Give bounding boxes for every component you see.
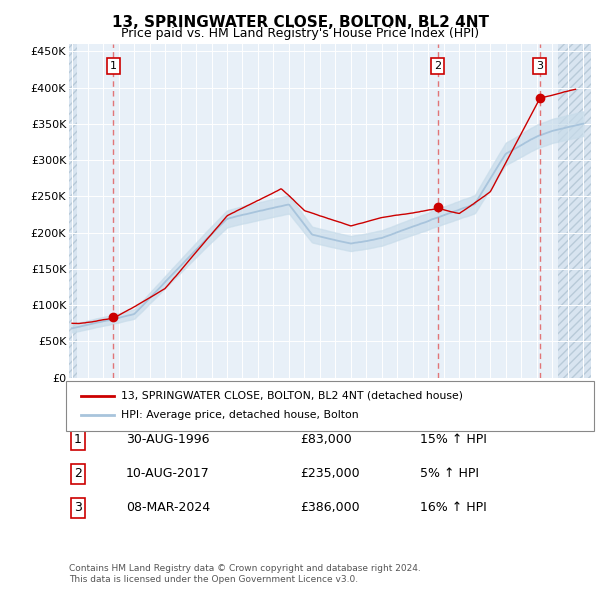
Text: 5% ↑ HPI: 5% ↑ HPI <box>420 467 479 480</box>
Text: Contains HM Land Registry data © Crown copyright and database right 2024.: Contains HM Land Registry data © Crown c… <box>69 565 421 573</box>
Text: HPI: Average price, detached house, Bolton: HPI: Average price, detached house, Bolt… <box>121 411 359 420</box>
Text: This data is licensed under the Open Government Licence v3.0.: This data is licensed under the Open Gov… <box>69 575 358 584</box>
Text: 15% ↑ HPI: 15% ↑ HPI <box>420 433 487 446</box>
Text: 2: 2 <box>434 61 442 71</box>
Text: £235,000: £235,000 <box>300 467 359 480</box>
Text: 10-AUG-2017: 10-AUG-2017 <box>126 467 210 480</box>
Text: 13, SPRINGWATER CLOSE, BOLTON, BL2 4NT: 13, SPRINGWATER CLOSE, BOLTON, BL2 4NT <box>112 15 488 30</box>
Text: Price paid vs. HM Land Registry's House Price Index (HPI): Price paid vs. HM Land Registry's House … <box>121 27 479 40</box>
Text: 3: 3 <box>74 502 82 514</box>
Text: £83,000: £83,000 <box>300 433 352 446</box>
Bar <box>69 44 77 378</box>
Text: 30-AUG-1996: 30-AUG-1996 <box>126 433 209 446</box>
Text: 1: 1 <box>110 61 117 71</box>
Text: £386,000: £386,000 <box>300 502 359 514</box>
Text: 16% ↑ HPI: 16% ↑ HPI <box>420 502 487 514</box>
Text: 3: 3 <box>536 61 543 71</box>
Text: 13, SPRINGWATER CLOSE, BOLTON, BL2 4NT (detached house): 13, SPRINGWATER CLOSE, BOLTON, BL2 4NT (… <box>121 391 463 401</box>
Bar <box>559 44 591 378</box>
Text: 08-MAR-2024: 08-MAR-2024 <box>126 502 210 514</box>
Text: 1: 1 <box>74 433 82 446</box>
Text: 2: 2 <box>74 467 82 480</box>
